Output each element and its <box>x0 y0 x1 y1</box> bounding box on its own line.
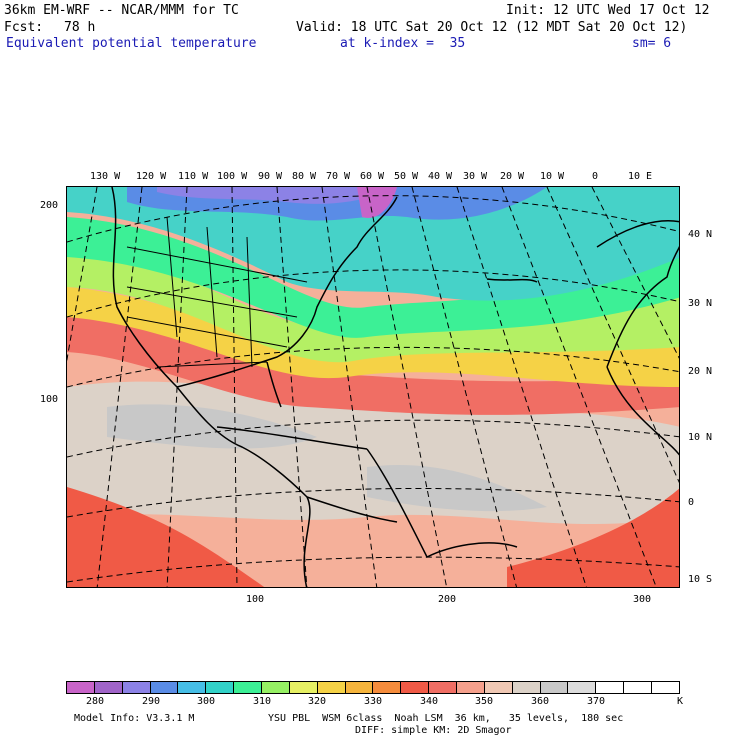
colorbar-swatch <box>596 682 625 693</box>
colorbar-swatch <box>234 682 263 693</box>
lat-label: 40 N <box>688 229 713 240</box>
graticule <box>67 187 679 587</box>
lon-label: 20 W <box>500 171 525 182</box>
model-info: Model Info: V3.3.1 M <box>74 713 195 724</box>
coastlines <box>111 187 679 587</box>
colorbar-label: 360 <box>530 696 550 707</box>
colorbar-swatch <box>568 682 597 693</box>
colorbar-swatch <box>345 682 374 693</box>
colorbar-swatch <box>652 682 679 693</box>
colorbar-swatch <box>401 682 430 693</box>
field-purple <box>157 187 397 204</box>
lon-label: 110 W <box>178 171 209 182</box>
forecast-hours: 78 h <box>64 20 96 35</box>
colorbar-label: 310 <box>252 696 272 707</box>
colorbar-label: 290 <box>141 696 161 707</box>
colorbar-swatch <box>178 682 207 693</box>
init-time: Init: 12 UTC Wed 17 Oct 12 <box>506 3 710 18</box>
colorbar-swatch <box>67 682 95 693</box>
field-green2-band <box>67 217 679 338</box>
colorbar-label: 280 <box>85 696 105 707</box>
lon-label: 70 W <box>326 171 351 182</box>
physics-info: YSU PBL WSM 6class Noah LSM 36 km, 35 le… <box>268 713 624 724</box>
field-red-band <box>67 487 265 587</box>
lat-label: 30 N <box>688 298 713 309</box>
lon-label: 0 <box>592 171 599 182</box>
grid-x-label: 100 <box>246 594 265 605</box>
colorbar-swatch <box>150 682 179 693</box>
colorbar-swatch <box>206 682 235 693</box>
field-grey-patch <box>367 465 547 512</box>
colorbar-label: 300 <box>196 696 216 707</box>
lon-label: 40 W <box>428 171 453 182</box>
field-cyan <box>67 187 679 301</box>
field-green-band <box>67 247 679 363</box>
lon-label: 30 W <box>463 171 488 182</box>
colorbar-swatch <box>429 682 458 693</box>
lon-label: 90 W <box>258 171 283 182</box>
theta-e-map <box>66 186 680 588</box>
colorbar-swatch <box>289 682 318 693</box>
lon-label: 120 W <box>136 171 167 182</box>
colorbar-swatch <box>457 682 485 693</box>
smoothing: sm= 6 <box>632 36 672 51</box>
colorbar-swatch <box>94 682 123 693</box>
lat-label: 20 N <box>688 366 713 377</box>
grid-y-label: 100 <box>40 394 59 405</box>
colorbar-label: 350 <box>474 696 494 707</box>
k-index: at k-index = 35 <box>340 36 466 51</box>
lat-label: 10 S <box>688 574 713 585</box>
colorbar-swatch <box>540 682 569 693</box>
field-yellow-band <box>67 287 679 387</box>
colorbar-label: 370 <box>586 696 606 707</box>
lat-label: 0 <box>688 497 695 508</box>
field-name: Equivalent potential temperature <box>6 36 257 51</box>
lon-label: 130 W <box>90 171 121 182</box>
grid-x-label: 200 <box>438 594 457 605</box>
model-title: 36km EM-WRF -- NCAR/MMM for TC <box>4 3 239 18</box>
colorbar-swatch <box>262 682 290 693</box>
colorbar-swatch <box>373 682 402 693</box>
lon-label: 50 W <box>394 171 419 182</box>
lon-label: 80 W <box>292 171 317 182</box>
colorbar <box>66 681 680 694</box>
colorbar-unit: K <box>676 696 684 707</box>
field-orange-band <box>67 307 679 415</box>
lon-label: 10 W <box>540 171 565 182</box>
colorbar-label: 340 <box>419 696 439 707</box>
forecast-label: Fcst: <box>4 20 44 35</box>
colorbar-swatch <box>122 682 151 693</box>
physics-info-2: DIFF: simple KM: 2D Smagor <box>355 725 512 736</box>
lat-label: 10 N <box>688 432 713 443</box>
valid-time: Valid: 18 UTC Sat 20 Oct 12 (12 MDT Sat … <box>296 20 688 35</box>
colorbar-label: 320 <box>307 696 327 707</box>
colorbar-swatch <box>317 682 346 693</box>
field-magenta <box>357 187 397 218</box>
colorbar-swatch <box>484 682 513 693</box>
lon-label: 100 W <box>217 171 248 182</box>
colorbar-swatch <box>624 682 653 693</box>
colorbar-label: 330 <box>363 696 383 707</box>
lon-label: 10 E <box>628 171 653 182</box>
grid-x-label: 300 <box>633 594 652 605</box>
grid-y-label: 200 <box>40 200 59 211</box>
colorbar-swatch <box>512 682 541 693</box>
borders <box>126 216 308 368</box>
map-canvas <box>67 187 679 587</box>
lon-label: 60 W <box>360 171 385 182</box>
field-red-band <box>507 488 679 587</box>
